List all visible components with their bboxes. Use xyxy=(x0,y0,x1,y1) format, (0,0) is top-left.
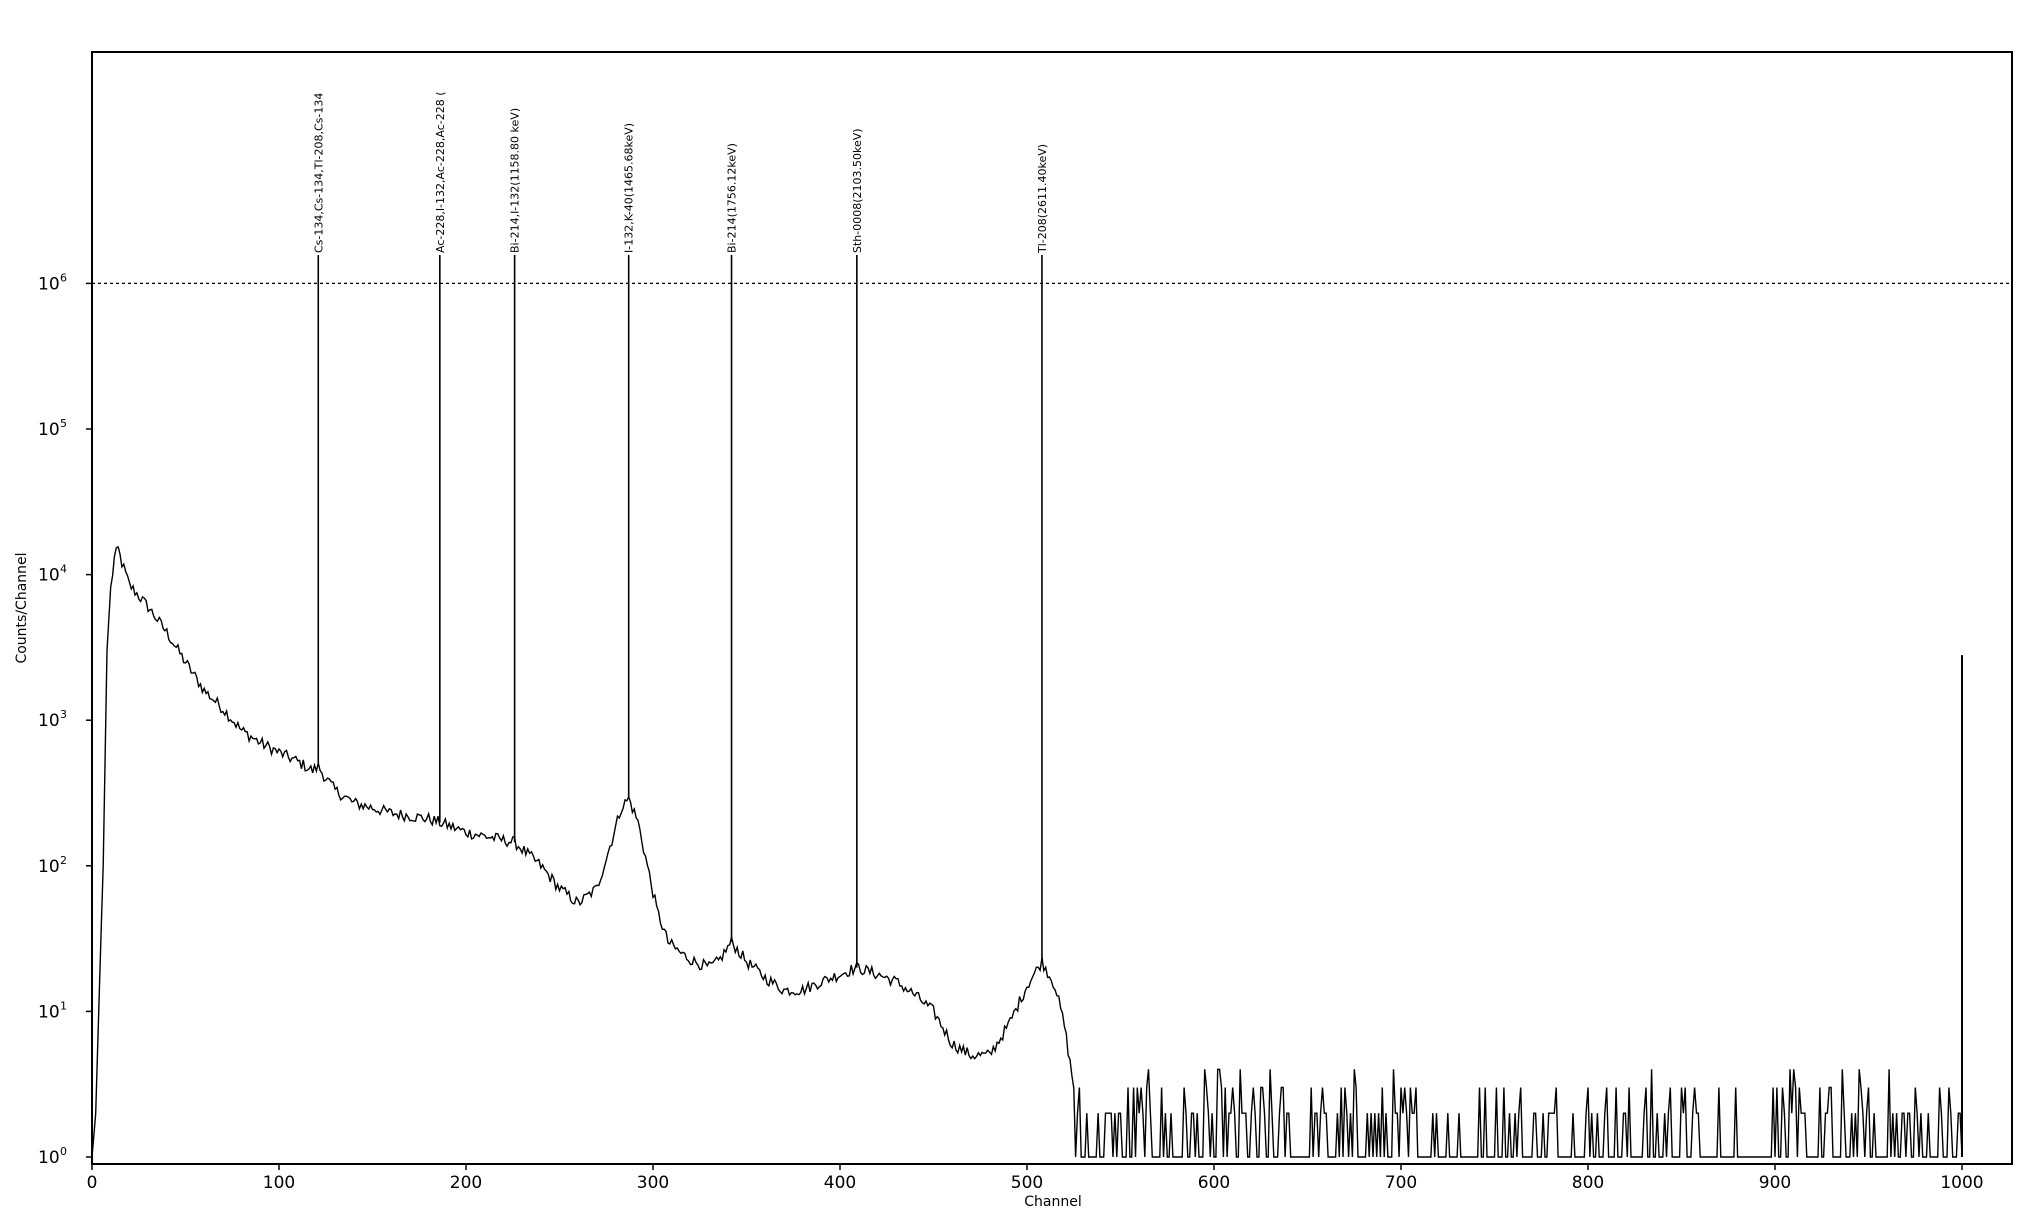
peak-marker-label: Bi-214(1756.12keV) xyxy=(726,143,739,253)
peak-marker-label: Tl-208(2611.40keV) xyxy=(1036,144,1049,254)
spectrum-line xyxy=(91,545,1963,1158)
y-tick-exponent: 1 xyxy=(60,999,67,1012)
y-tick-label: 10 xyxy=(38,711,60,731)
peak-marker-label: Sth-0008(2103.50keV) xyxy=(851,128,864,253)
plot-area-frame xyxy=(91,51,2013,1165)
y-tick-label: 10 xyxy=(38,420,60,440)
y-tick-exponent: 0 xyxy=(60,1145,67,1158)
y-tick-label: 10 xyxy=(38,1148,60,1168)
x-tick-label: 0 xyxy=(87,1173,98,1193)
x-tick-label: 900 xyxy=(1759,1173,1791,1193)
y-tick-label: 10 xyxy=(38,566,60,586)
y-tick-label: 10 xyxy=(38,1002,60,1022)
x-tick-label: 100 xyxy=(263,1173,295,1193)
x-axis-ticks: 0 100 200 300 400 500 600 700 800 900 1000 xyxy=(87,1164,1984,1193)
x-axis-title: Channel xyxy=(1024,1194,1081,1210)
x-tick-label: 400 xyxy=(824,1173,856,1193)
peak-marker-label: Ac-228,I-132,Ac-228,Ac-228 ( xyxy=(434,91,447,253)
y-axis-title: Counts/Channel xyxy=(14,552,30,663)
peak-marker-label: Bi-214,I-132(1158.80 keV) xyxy=(509,108,522,253)
x-tick-label: 300 xyxy=(637,1173,669,1193)
y-tick-exponent: 6 xyxy=(60,271,67,284)
y-tick-label: 10 xyxy=(38,274,60,294)
x-tick-label: 800 xyxy=(1572,1173,1604,1193)
y-tick-exponent: 5 xyxy=(60,417,67,430)
y-tick-exponent: 4 xyxy=(60,563,67,576)
x-tick-label: 1000 xyxy=(1940,1173,1983,1193)
spectrum-series xyxy=(91,545,1963,1158)
x-tick-label: 500 xyxy=(1011,1173,1043,1193)
x-tick-label: 700 xyxy=(1385,1173,1417,1193)
x-tick-label: 200 xyxy=(450,1173,482,1193)
y-tick-exponent: 3 xyxy=(60,708,67,721)
y-tick-exponent: 2 xyxy=(60,854,67,867)
peak-marker-label: I-132,K-40(1465.68keV) xyxy=(623,123,636,253)
peak-marker-label: Cs-134,Cs-134,Tl-208,Cs-134 xyxy=(312,93,325,253)
peak-markers: Cs-134,Cs-134,Tl-208,Cs-134 Ac-228,I-132,… xyxy=(312,91,1049,968)
x-tick-label: 600 xyxy=(1198,1173,1230,1193)
y-tick-label: 10 xyxy=(38,857,60,877)
